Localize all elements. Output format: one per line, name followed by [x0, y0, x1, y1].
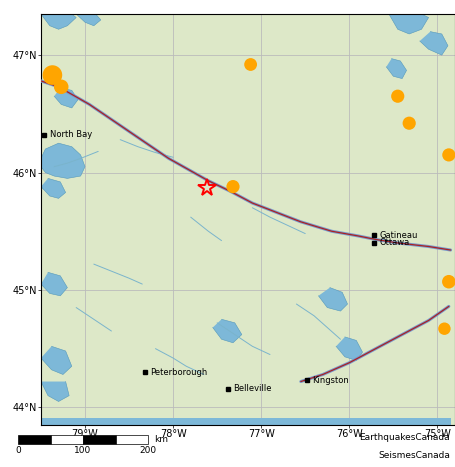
Point — [405, 120, 413, 127]
Text: Belleville: Belleville — [233, 384, 272, 393]
Polygon shape — [76, 14, 101, 26]
Point — [445, 278, 452, 285]
Polygon shape — [420, 32, 448, 55]
Polygon shape — [41, 418, 450, 425]
Polygon shape — [386, 59, 407, 78]
Polygon shape — [336, 337, 363, 361]
Text: 200: 200 — [139, 446, 157, 455]
Polygon shape — [41, 178, 66, 198]
Polygon shape — [41, 143, 85, 178]
Polygon shape — [389, 14, 429, 34]
Point — [445, 151, 452, 159]
Polygon shape — [41, 347, 72, 375]
Point — [441, 325, 448, 333]
Bar — [83, 435, 116, 444]
Point — [58, 83, 65, 91]
Bar — [18, 435, 51, 444]
Text: North Bay: North Bay — [50, 130, 92, 140]
Bar — [116, 435, 148, 444]
Polygon shape — [213, 319, 242, 343]
Text: 100: 100 — [74, 446, 91, 455]
Text: SeismesCanada: SeismesCanada — [378, 451, 450, 460]
Polygon shape — [41, 14, 76, 29]
Polygon shape — [41, 382, 69, 402]
Text: Peterborough: Peterborough — [150, 368, 207, 376]
Point — [247, 61, 254, 68]
Polygon shape — [318, 288, 348, 311]
Point — [229, 183, 237, 191]
Text: Kingston: Kingston — [312, 376, 349, 385]
Text: EarthquakesCanada: EarthquakesCanada — [359, 433, 450, 442]
Text: Ottawa: Ottawa — [379, 239, 410, 248]
Point — [394, 92, 401, 100]
Bar — [51, 435, 83, 444]
Point — [49, 71, 56, 79]
Text: Gatineau: Gatineau — [379, 231, 418, 240]
Polygon shape — [54, 88, 78, 108]
Text: 0: 0 — [15, 446, 21, 455]
Text: km: km — [154, 435, 168, 444]
Polygon shape — [41, 272, 67, 296]
